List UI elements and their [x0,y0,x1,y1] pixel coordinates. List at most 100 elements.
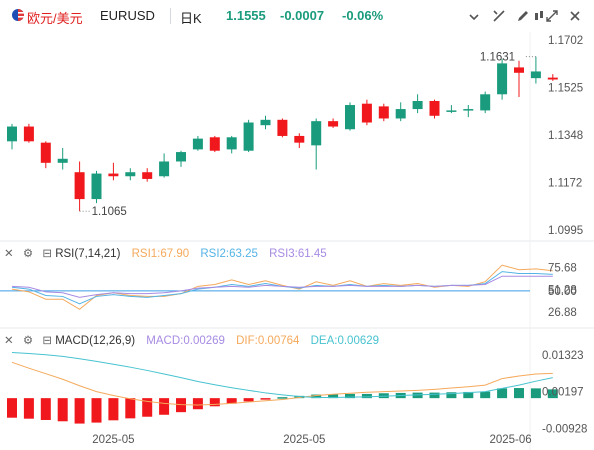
macd-bar [91,398,102,423]
macd-bar [311,394,322,399]
candle-body [176,152,186,162]
candle-body [463,109,474,111]
price-tick: 1.1525 [548,83,583,95]
candle-body [328,121,339,127]
rsi1-line [11,264,553,310]
macd-value: MACD:0.00269 [146,335,225,347]
candle-body [125,172,136,177]
candle-body [57,158,68,163]
candle-body [91,173,102,200]
macd-bar [23,398,34,419]
price-tick: 1.1172 [548,177,582,189]
draw-icon[interactable] [492,9,506,23]
close-icon[interactable] [568,9,582,23]
last-price: 1.1555 [226,8,266,23]
candle-body [345,105,355,130]
expand-icon[interactable] [545,9,559,23]
candles [7,56,558,212]
pair-name-cn[interactable]: 欧元/美元 [27,11,83,26]
price-tick: 1.1348 [548,130,583,142]
eu-us-flag-icon [12,9,24,21]
candle-body [395,109,406,119]
macd-bar [108,398,119,421]
macd-bar [497,388,508,399]
macd-tick: 0.01323 [542,350,584,362]
macd-bar [226,398,237,404]
candle-body [209,137,220,151]
chart-header: 欧元/美元 EURUSD 日K 1.1555 -0.0007 -0.06% [0,0,594,32]
macd-bar [345,393,355,399]
candle-body [446,110,457,112]
macd-bar [328,394,339,399]
macd-bar [530,388,541,399]
collapse-icon[interactable]: ⊟ [42,335,52,347]
rsi-tick: 50.00 [548,286,577,298]
price-tick: 1.0995 [548,225,583,237]
candle-body [514,67,524,73]
candle-body [361,103,372,123]
candle-body [243,122,254,151]
hide-icon[interactable]: ✕ [4,335,14,347]
macd-bar [57,398,68,422]
dif-value: DIF:0.00764 [236,335,300,347]
macd-bar [463,391,474,399]
rsi-name: RSI(7,14,21) [55,248,121,260]
candle-body [40,142,51,163]
time-tick: 2025-05 [283,434,325,446]
candle-body [530,71,541,79]
price-tick: 1.1702 [548,35,583,47]
rsi1-value: RSI1:67.90 [131,248,190,260]
header-divider [170,8,171,24]
rsi-tick: 75.68 [548,262,577,274]
rsi-header: ✕ ⚙ ⊟ RSI(7,14,21) RSI1:67.90 RSI2:63.25… [4,246,327,260]
candle-body [23,126,34,142]
price-annotations: 1.1631 1.1065 [79,52,536,218]
macd-bar [142,398,153,417]
macd-bar [243,398,254,402]
candle-body [159,161,170,177]
hide-icon[interactable]: ✕ [4,248,14,260]
pencil-icon[interactable] [516,9,530,23]
period-selector[interactable]: 日K [180,11,202,26]
symbol-label[interactable]: EURUSD [100,8,155,23]
indicator-icon[interactable] [467,9,481,23]
high-label: 1.1631 [480,52,515,64]
macd-bar [361,393,372,399]
candle-body [226,137,237,150]
macd-header: ✕ ⚙ ⊟ MACD(12,26,9) MACD:0.00269 DIF:0.0… [4,333,379,347]
macd-bar [277,397,288,399]
macd-bar [260,398,271,400]
candle-body [260,119,271,126]
macd-bar [209,398,220,407]
candle-body [311,121,322,146]
chart-style-icon[interactable] [532,9,546,23]
macd-name: MACD(12,26,9) [55,335,136,347]
macd-bar [514,388,524,399]
candle-body [378,106,389,119]
macd-bar [40,398,51,420]
candle-body [277,119,288,136]
price-axis: 1.1702 1.1525 1.1348 1.1172 1.0995 [548,35,583,237]
candle-body [547,77,558,80]
candle-body [7,126,17,142]
macd-tick: 0.00197 [542,387,584,399]
macd-pane: 0.01323 0.00197 -0.00928 [7,350,587,435]
time-axis: 2025-05 2025-05 2025-06 [92,434,531,446]
rsi-tick: 26.88 [548,307,577,319]
price-change: -0.0007 [280,8,325,23]
candle-body [294,135,305,143]
settings-icon[interactable]: ⚙ [22,335,34,347]
candle-body [429,101,440,116]
collapse-icon[interactable]: ⊟ [42,248,52,260]
candle-body [74,172,85,200]
low-label: 1.1065 [92,206,127,218]
rsi2-line [11,271,553,305]
candle-body [497,63,508,95]
rsi2-value: RSI2:63.25 [200,248,258,260]
settings-icon[interactable]: ⚙ [22,248,34,260]
macd-bar [125,398,136,419]
candle-body [192,138,203,150]
dea-value: DEA:0.00629 [310,335,380,347]
